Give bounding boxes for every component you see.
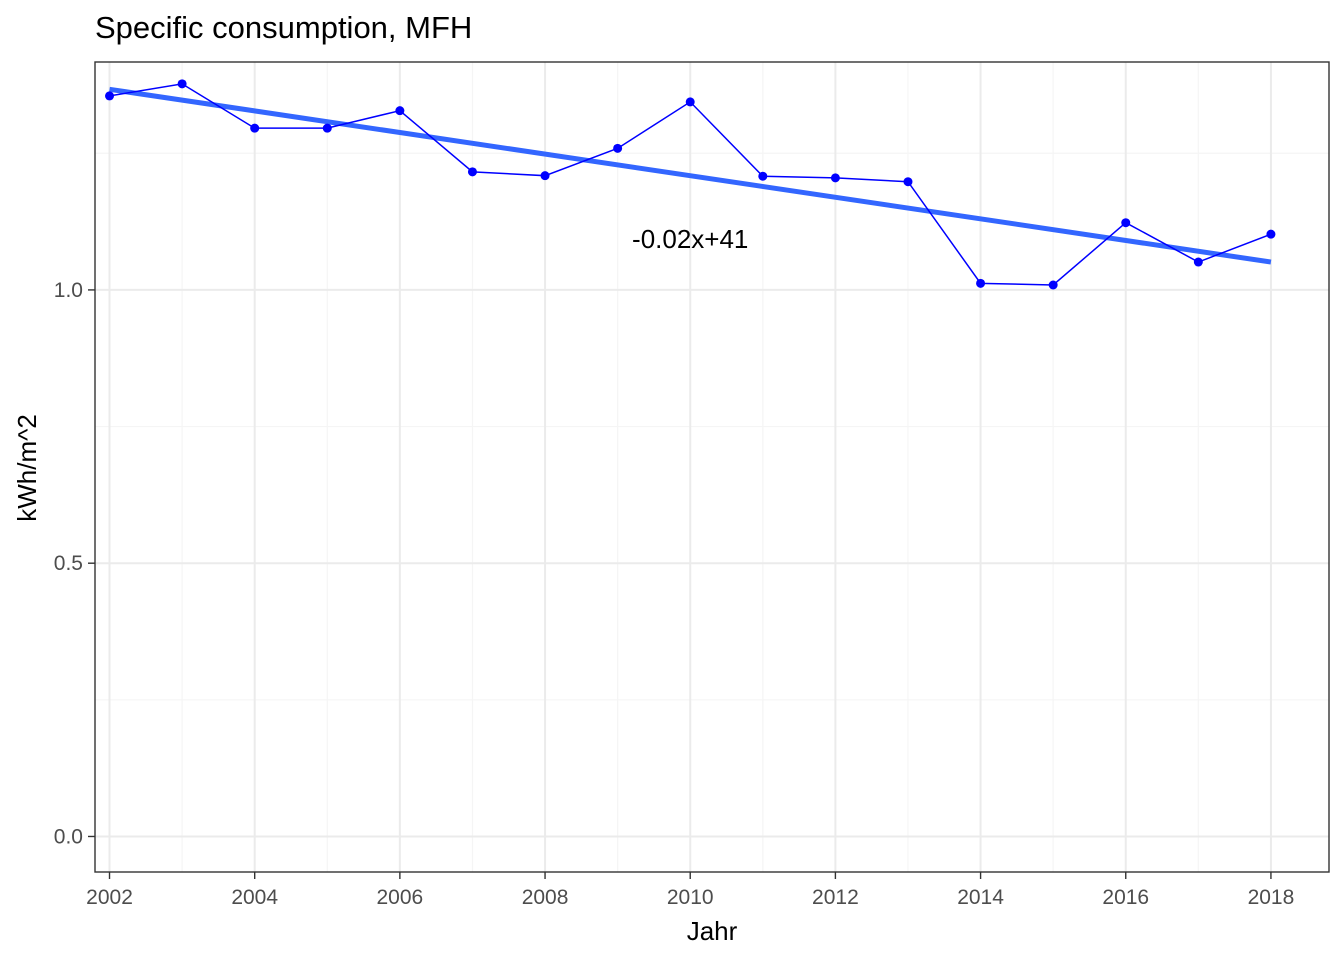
chart-title: Specific consumption, MFH [95, 10, 473, 45]
data-point [177, 79, 187, 89]
y-axis: 0.0 0.5 1.0 [54, 279, 95, 848]
data-point [1193, 257, 1203, 267]
x-tick-label: 2008 [522, 886, 569, 909]
data-point [1266, 229, 1276, 239]
data-point [758, 171, 768, 181]
grid-lines [95, 62, 1329, 872]
equation-annotation: -0.02x+41 [632, 224, 748, 254]
annotation-layer: -0.02x+41 [632, 224, 748, 254]
data-point [540, 171, 550, 181]
data-point [105, 91, 115, 101]
data-point [250, 123, 260, 133]
data-point [613, 143, 623, 153]
x-tick-label: 2014 [957, 886, 1004, 909]
series-layer [105, 79, 1276, 290]
x-tick-label: 2010 [667, 886, 714, 909]
data-point [903, 177, 913, 187]
x-axis-label: Jahr [687, 916, 738, 946]
x-tick-label: 2002 [86, 886, 133, 909]
data-point [467, 167, 477, 177]
data-point [395, 106, 405, 116]
x-tick-label: 2006 [377, 886, 424, 909]
data-point [322, 123, 332, 133]
x-tick-label: 2016 [1102, 886, 1149, 909]
y-tick-label: 1.0 [54, 279, 83, 302]
data-point [1121, 218, 1131, 228]
data-point [830, 173, 840, 183]
x-axis: 2002 2004 2006 2008 2010 2012 2014 2016 2018 [86, 872, 1294, 909]
y-axis-label: kWh/m^2 [12, 414, 42, 522]
data-point [976, 278, 986, 288]
data-point [685, 97, 695, 107]
data-point [1048, 280, 1058, 290]
trend-line [109, 86, 1272, 265]
y-tick-label: 0.0 [54, 825, 83, 848]
trend-layer [109, 86, 1272, 265]
x-tick-label: 2004 [231, 886, 278, 909]
x-tick-label: 2012 [812, 886, 859, 909]
panel-border [94, 61, 1330, 873]
y-tick-label: 0.5 [54, 552, 83, 575]
x-tick-label: 2018 [1248, 886, 1295, 909]
